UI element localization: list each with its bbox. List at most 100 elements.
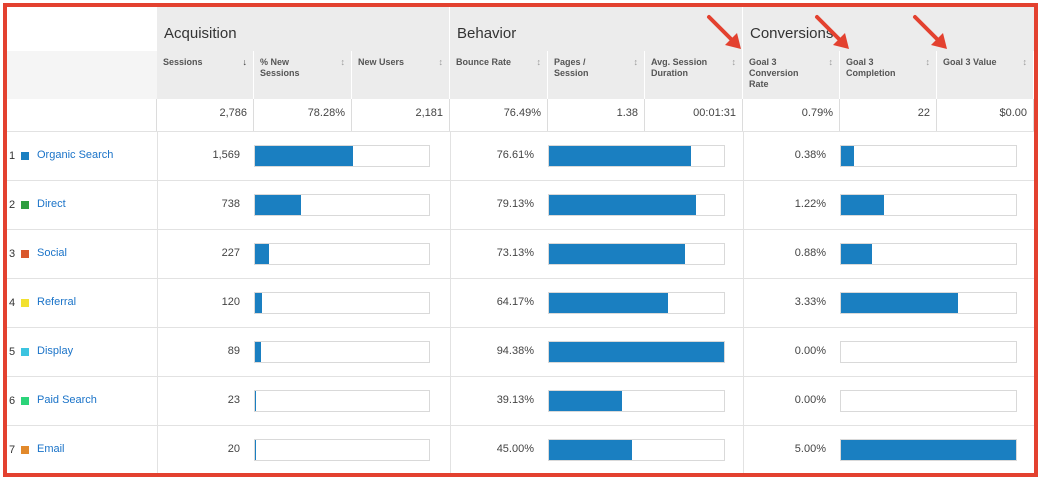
row-number: 4 (9, 297, 16, 309)
col-bounce-rate[interactable]: Bounce Rate ↕ (450, 51, 548, 99)
total-conv-rate: 0.79% (743, 99, 840, 131)
series-swatch (21, 299, 29, 307)
bounce-value: 94.38% (496, 345, 534, 357)
col-pages-session[interactable]: Pages / Session ↕ (548, 51, 645, 99)
total-duration: 00:01:31 (645, 99, 743, 131)
table-row: 7 Email 20 45.00% 5.00% (7, 425, 1034, 473)
bounce-bar (548, 439, 725, 461)
total-sessions: 2,786 (157, 99, 254, 131)
table-row: 5 Display 89 94.38% 0.00% (7, 327, 1034, 377)
group-acquisition: Acquisition (157, 7, 449, 51)
sort-arrow-icon[interactable]: ↕ (925, 57, 931, 67)
col-duration-label: Avg. Session Duration (651, 57, 708, 78)
totals-row: 2,786 78.28% 2,181 76.49% 1.38 00:01:31 … (7, 99, 1034, 131)
conversion-value: 0.00% (794, 345, 826, 357)
sessions-bar-fill (255, 342, 261, 362)
table-row: 2 Direct 738 79.13% 1.22% (7, 180, 1034, 230)
sort-arrow-icon[interactable]: ↕ (828, 57, 834, 67)
sessions-bar-fill (255, 244, 270, 264)
col-goal3-conversion-rate[interactable]: Goal 3 Conversion Rate ↕ (743, 51, 840, 99)
bounce-bar (548, 341, 725, 363)
row-number: 2 (9, 199, 16, 211)
row-number: 6 (9, 395, 16, 407)
completion-bar-fill (841, 293, 958, 313)
series-swatch (21, 348, 29, 356)
bounce-bar (548, 145, 725, 167)
bounce-value: 45.00% (496, 443, 534, 455)
source-link[interactable]: Email (37, 443, 65, 455)
total-value: $0.00 (937, 99, 1034, 131)
completion-bar-fill (841, 146, 855, 166)
sort-arrow-icon[interactable]: ↕ (633, 57, 639, 67)
group-header-row: Acquisition Behavior Conversions (7, 7, 1034, 51)
row-number: 1 (9, 150, 16, 162)
bounce-bar-fill (549, 342, 724, 362)
col-value-label: Goal 3 Value (943, 57, 997, 67)
source-link[interactable]: Direct (37, 198, 66, 210)
source-link[interactable]: Paid Search (37, 394, 97, 406)
analytics-table: Acquisition Behavior Conversions Session… (7, 7, 1034, 473)
conversion-value: 5.00% (794, 443, 826, 455)
sessions-bar (254, 390, 430, 412)
col-goal3-value[interactable]: Goal 3 Value ↕ (937, 51, 1034, 99)
sessions-bar-fill (255, 391, 257, 411)
bounce-bar-fill (549, 244, 685, 264)
bounce-bar-fill (549, 146, 692, 166)
total-completion: 22 (840, 99, 937, 131)
completion-bar (840, 292, 1017, 314)
sort-arrow-icon[interactable]: ↕ (1022, 57, 1028, 67)
bounce-bar (548, 243, 725, 265)
row-number: 7 (9, 444, 16, 456)
sessions-bar (254, 145, 430, 167)
sessions-value: 120 (221, 296, 240, 308)
divider (743, 131, 744, 473)
total-pages: 1.38 (548, 99, 645, 131)
divider (450, 131, 451, 473)
totals-label-spacer (7, 99, 157, 131)
completion-bar-fill (841, 244, 872, 264)
sort-arrow-icon[interactable]: ↕ (438, 57, 444, 67)
sort-arrow-icon[interactable]: ↓ (242, 57, 248, 67)
row-label-spacer (7, 7, 157, 51)
completion-bar (840, 243, 1017, 265)
conversion-value: 0.38% (794, 149, 826, 161)
bounce-bar (548, 390, 725, 412)
sessions-bar (254, 439, 430, 461)
bounce-bar (548, 194, 725, 216)
completion-bar-fill (841, 440, 1016, 460)
series-swatch (21, 201, 29, 209)
conversion-value: 1.22% (794, 198, 826, 210)
col-sessions[interactable]: Sessions ↓ (157, 51, 254, 99)
bounce-bar-fill (549, 391, 622, 411)
sessions-bar-fill (255, 195, 302, 215)
col-completion-label: Goal 3 Completion (846, 57, 896, 78)
source-link[interactable]: Organic Search (37, 149, 114, 161)
row-number: 3 (9, 248, 16, 260)
sessions-bar-fill (255, 440, 257, 460)
total-pct-new: 78.28% (254, 99, 352, 131)
col-avg-session-duration[interactable]: Avg. Session Duration ↕ (645, 51, 743, 99)
completion-bar-fill (841, 195, 884, 215)
source-link[interactable]: Social (37, 247, 67, 259)
table-row: 3 Social 227 73.13% 0.88% (7, 229, 1034, 279)
row-number: 5 (9, 346, 16, 358)
bounce-value: 64.17% (496, 296, 534, 308)
bounce-value: 73.13% (496, 247, 534, 259)
sort-arrow-icon[interactable]: ↕ (731, 57, 737, 67)
source-link[interactable]: Referral (37, 296, 77, 308)
sessions-bar (254, 243, 430, 265)
sessions-bar (254, 292, 430, 314)
col-goal3-completion[interactable]: Goal 3 Completion ↕ (840, 51, 937, 99)
table-row: 1 Organic Search 1,569 76.61% 0.38% (7, 131, 1034, 181)
source-link[interactable]: Display (37, 345, 74, 357)
col-new-users[interactable]: New Users ↕ (352, 51, 450, 99)
col-pct-new-sessions[interactable]: % New Sessions ↕ (254, 51, 352, 99)
series-swatch (21, 250, 29, 258)
sort-arrow-icon[interactable]: ↕ (340, 57, 346, 67)
sort-arrow-icon[interactable]: ↕ (536, 57, 542, 67)
screenshot-frame: Acquisition Behavior Conversions Session… (3, 3, 1038, 477)
col-conv-rate-label: Goal 3 Conversion Rate (749, 57, 799, 89)
completion-bar (840, 341, 1017, 363)
sessions-value: 227 (221, 247, 240, 259)
total-bounce: 76.49% (450, 99, 548, 131)
